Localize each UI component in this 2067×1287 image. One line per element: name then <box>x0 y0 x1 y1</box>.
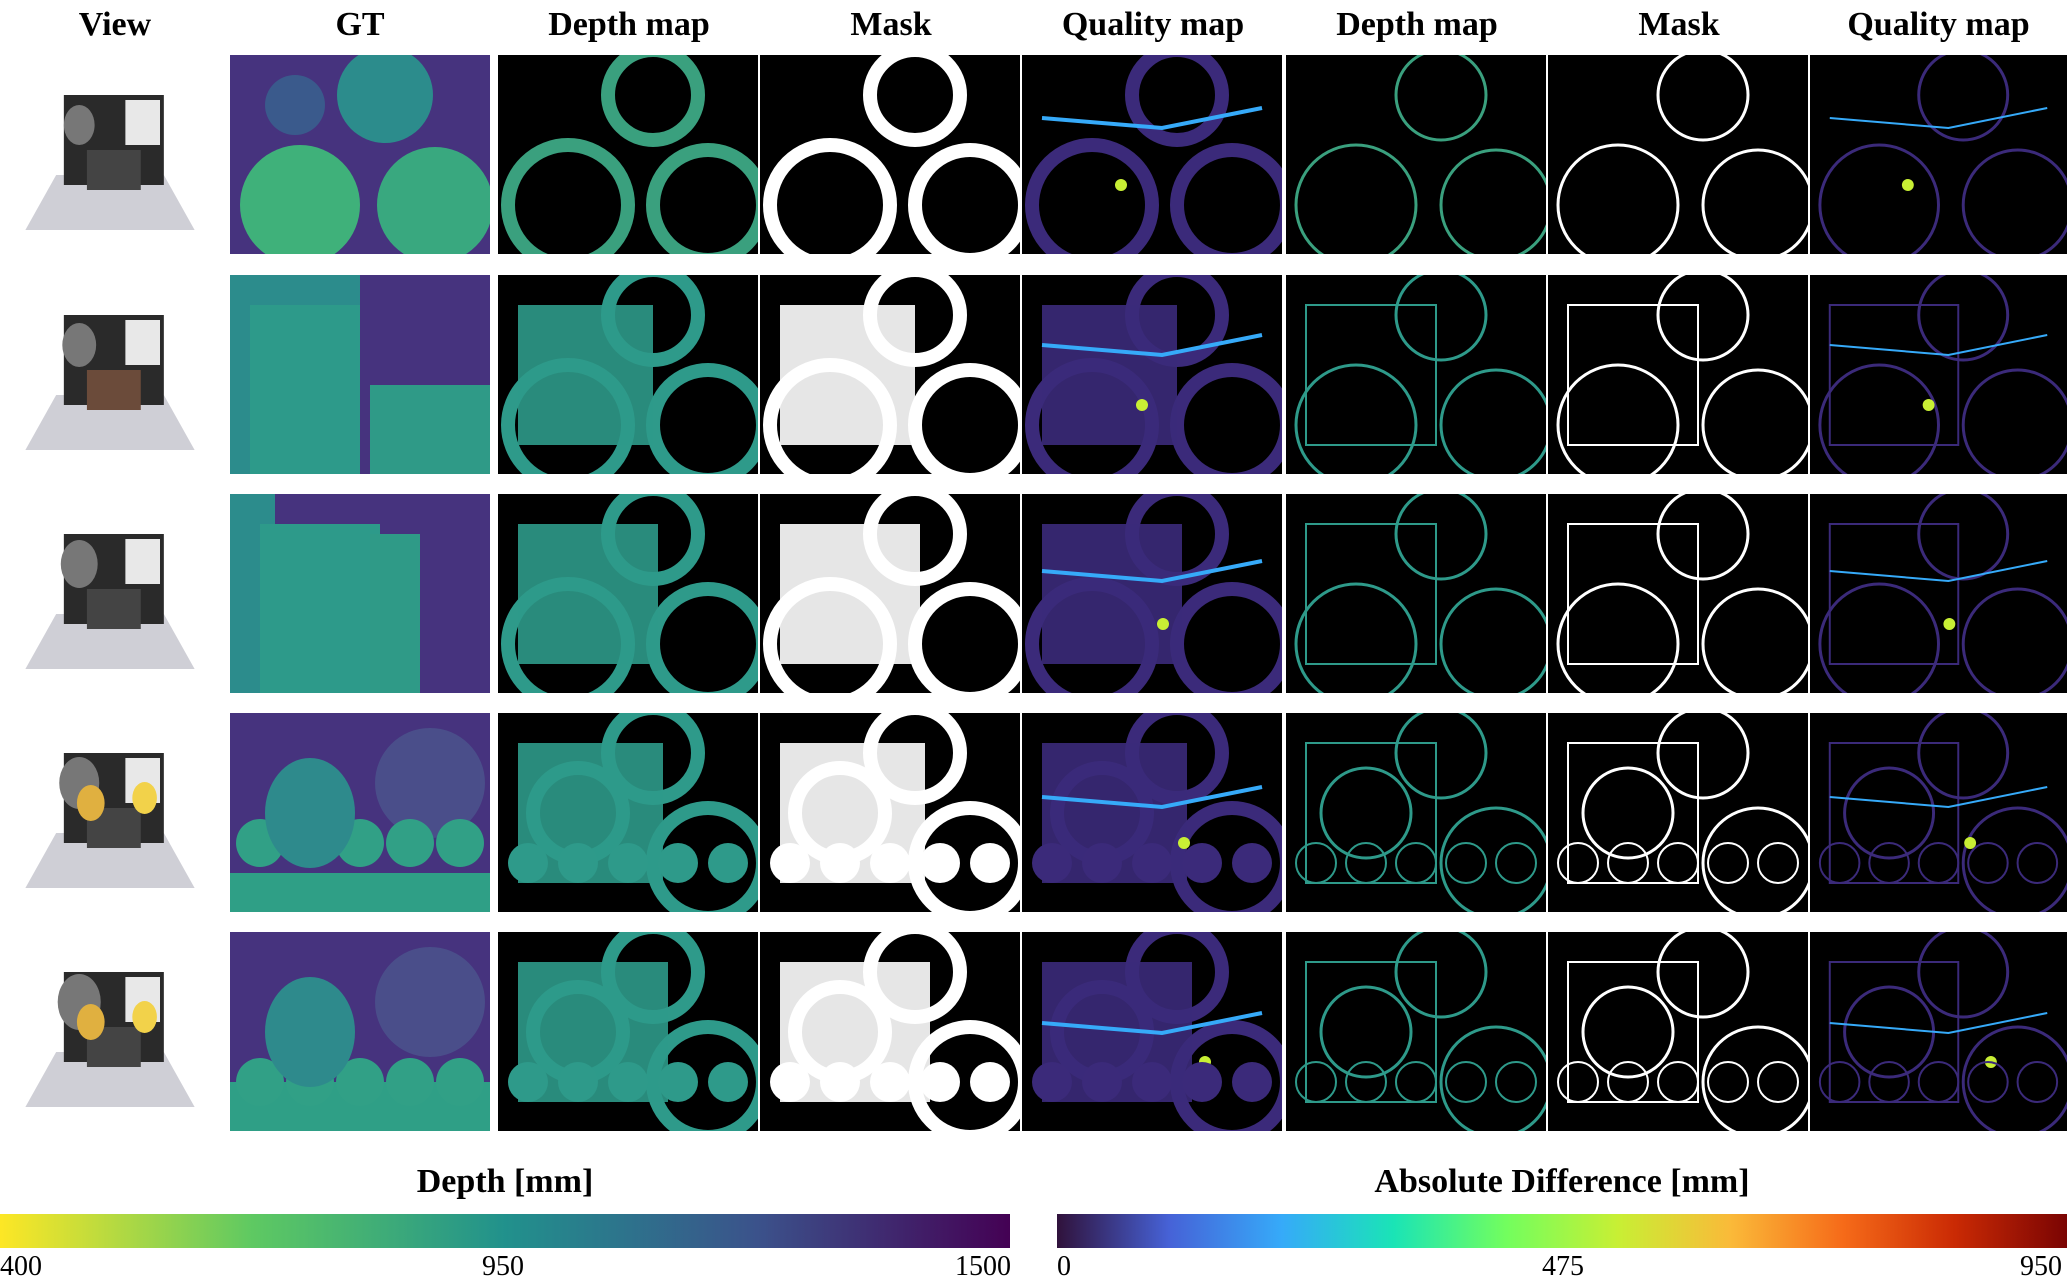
row-1-depth-sparse-image <box>1286 55 1546 254</box>
row-2-mask-image <box>760 275 1020 474</box>
row-2-mask-sparse-image <box>1548 275 1808 474</box>
row-1-mask-sparse-image <box>1548 55 1808 254</box>
row-4-mask-sparse-image <box>1548 713 1808 912</box>
row-3-depth-image <box>498 494 758 693</box>
depth-tick-mid: 950 <box>482 1251 524 1282</box>
row-5-mask-sparse-image <box>1548 932 1808 1131</box>
depth-tick-max: 1500 <box>955 1251 1011 1282</box>
row-5-quality-image <box>1022 932 1282 1131</box>
depth-colorbar-title: Depth [mm] <box>416 1163 594 1200</box>
row-5-depth-sparse-image <box>1286 932 1546 1131</box>
row-3-gt-image <box>230 494 490 693</box>
row-1-quality-sparse-image <box>1810 55 2067 254</box>
row-2-view-image <box>10 275 210 474</box>
depth-colorbar <box>0 1214 1010 1248</box>
row-3-view-image <box>10 494 210 693</box>
row-3-mask-image <box>760 494 1020 693</box>
row-5-mask-image <box>760 932 1020 1131</box>
row-5-depth-image <box>498 932 758 1131</box>
row-4-mask-image <box>760 713 1020 912</box>
row-5-quality-sparse-image <box>1810 932 2067 1131</box>
header-depth-map-a: Depth map <box>548 6 710 43</box>
header-quality-map-a: Quality map <box>1061 6 1245 43</box>
header-depth-map-b: Depth map <box>1336 6 1498 43</box>
difference-tick-mid: 475 <box>1542 1251 1584 1282</box>
depth-tick-min: 400 <box>0 1251 42 1282</box>
row-1-view-image <box>10 55 210 254</box>
row-2-quality-sparse-image <box>1810 275 2067 474</box>
row-4-quality-sparse-image <box>1810 713 2067 912</box>
row-3-depth-sparse-image <box>1286 494 1546 693</box>
row-4-quality-image <box>1022 713 1282 912</box>
row-3-quality-sparse-image <box>1810 494 2067 693</box>
row-1-depth-image <box>498 55 758 254</box>
row-4-depth-image <box>498 713 758 912</box>
header-mask-b: Mask <box>1638 6 1720 43</box>
row-2-quality-image <box>1022 275 1282 474</box>
row-4-depth-sparse-image <box>1286 713 1546 912</box>
header-mask-a: Mask <box>850 6 932 43</box>
row-2-depth-sparse-image <box>1286 275 1546 474</box>
header-gt: GT <box>335 6 385 43</box>
header-view: View <box>78 6 152 43</box>
row-5-gt-image <box>230 932 490 1131</box>
difference-tick-max: 950 <box>2020 1251 2062 1282</box>
row-1-quality-image <box>1022 55 1282 254</box>
row-2-gt-image <box>230 275 490 474</box>
row-3-quality-image <box>1022 494 1282 693</box>
row-1-gt-image <box>230 55 490 254</box>
header-quality-map-b: Quality map <box>1847 6 2030 43</box>
difference-tick-min: 0 <box>1057 1251 1071 1282</box>
difference-colorbar <box>1057 1214 2067 1248</box>
row-4-view-image <box>10 713 210 912</box>
row-1-mask-image <box>760 55 1020 254</box>
row-5-view-image <box>10 932 210 1131</box>
row-2-depth-image <box>498 275 758 474</box>
row-3-mask-sparse-image <box>1548 494 1808 693</box>
difference-colorbar-title: Absolute Difference [mm] <box>1374 1163 1750 1200</box>
row-4-gt-image <box>230 713 490 912</box>
